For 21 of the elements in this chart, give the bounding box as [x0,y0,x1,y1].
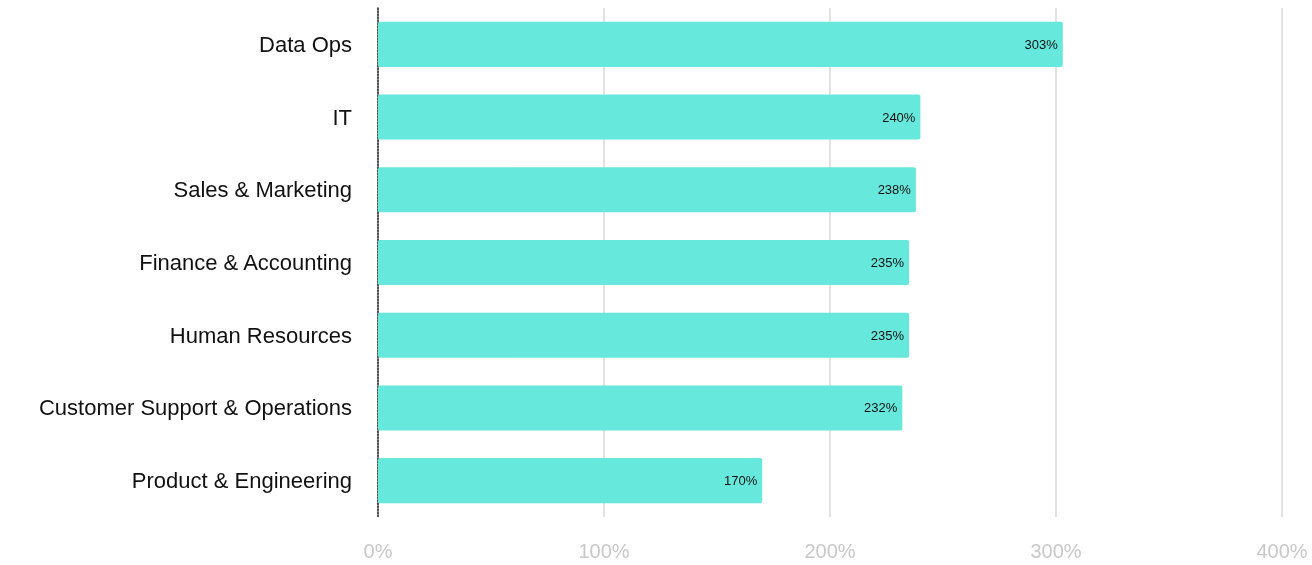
bar [378,94,921,140]
bar [378,167,916,213]
data-label: 232% [864,400,898,416]
y-tick-label: IT [332,104,352,130]
data-label: 240% [882,109,916,125]
data-label: 170% [723,473,758,489]
bar [378,458,763,504]
y-tick-label: Data Ops [259,31,352,57]
y-tick-label: Finance & Accounting [139,250,352,275]
data-label: 235% [870,327,905,343]
y-tick-label: Product & Engineering [131,468,352,494]
data-label: 235% [870,255,905,270]
data-label: 238% [877,182,912,198]
y-tick-label: Human Resources [169,322,352,348]
data-label: 303% [1024,36,1059,52]
bar [378,312,910,358]
y-tick-label: Customer Support & Operations [38,395,352,421]
bar [378,385,903,431]
y-tick-label: Sales & Marketing [173,177,352,203]
bar [378,21,1063,67]
bar [378,239,910,286]
